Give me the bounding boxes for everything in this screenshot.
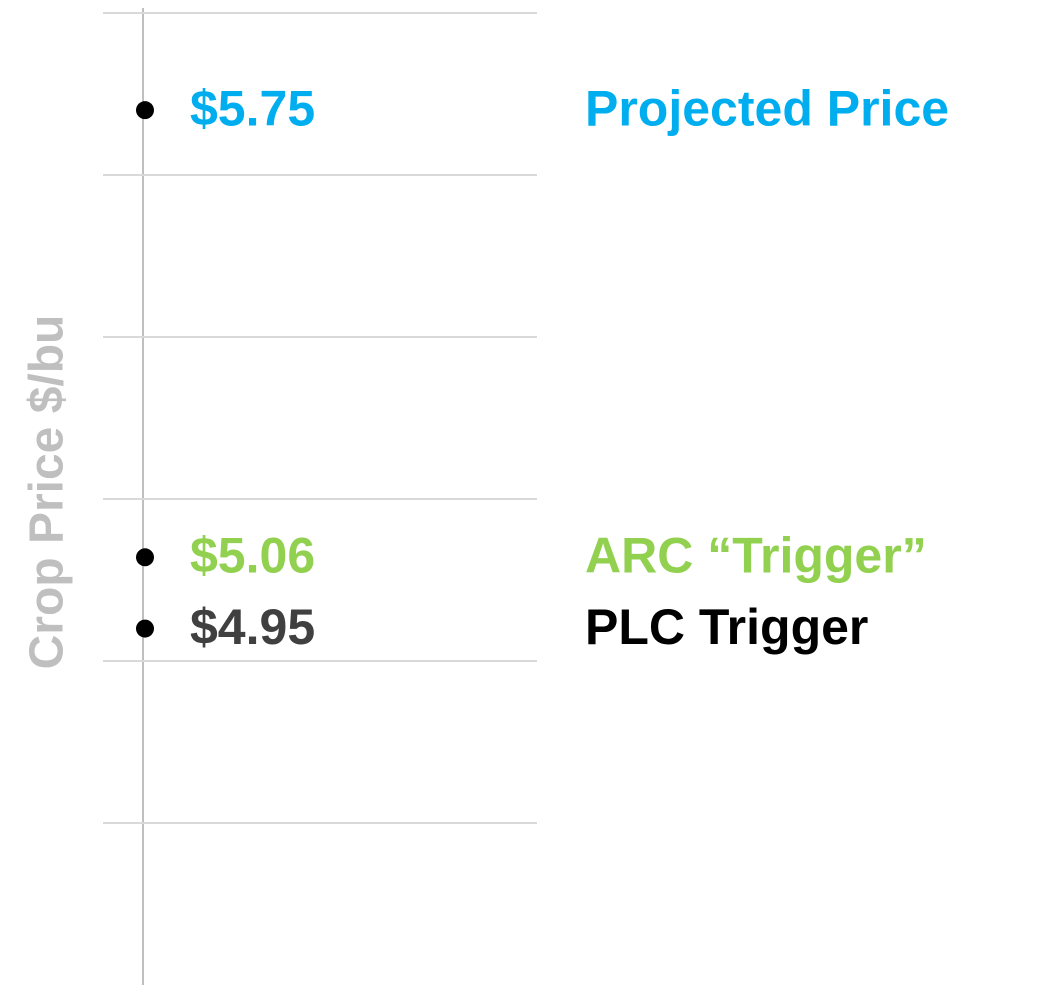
value-label: $5.75 bbox=[190, 80, 315, 136]
price-marker bbox=[136, 101, 154, 120]
price-marker bbox=[136, 548, 154, 567]
price-marker bbox=[136, 619, 154, 638]
y-axis-label: Crop Price $/bu bbox=[21, 315, 74, 670]
legend-label: Projected Price bbox=[585, 80, 949, 136]
value-label: $5.06 bbox=[190, 528, 315, 584]
legend-label: ARC “Trigger” bbox=[585, 528, 927, 584]
legend-label: PLC Trigger bbox=[585, 599, 868, 655]
value-label: $4.95 bbox=[190, 599, 315, 655]
